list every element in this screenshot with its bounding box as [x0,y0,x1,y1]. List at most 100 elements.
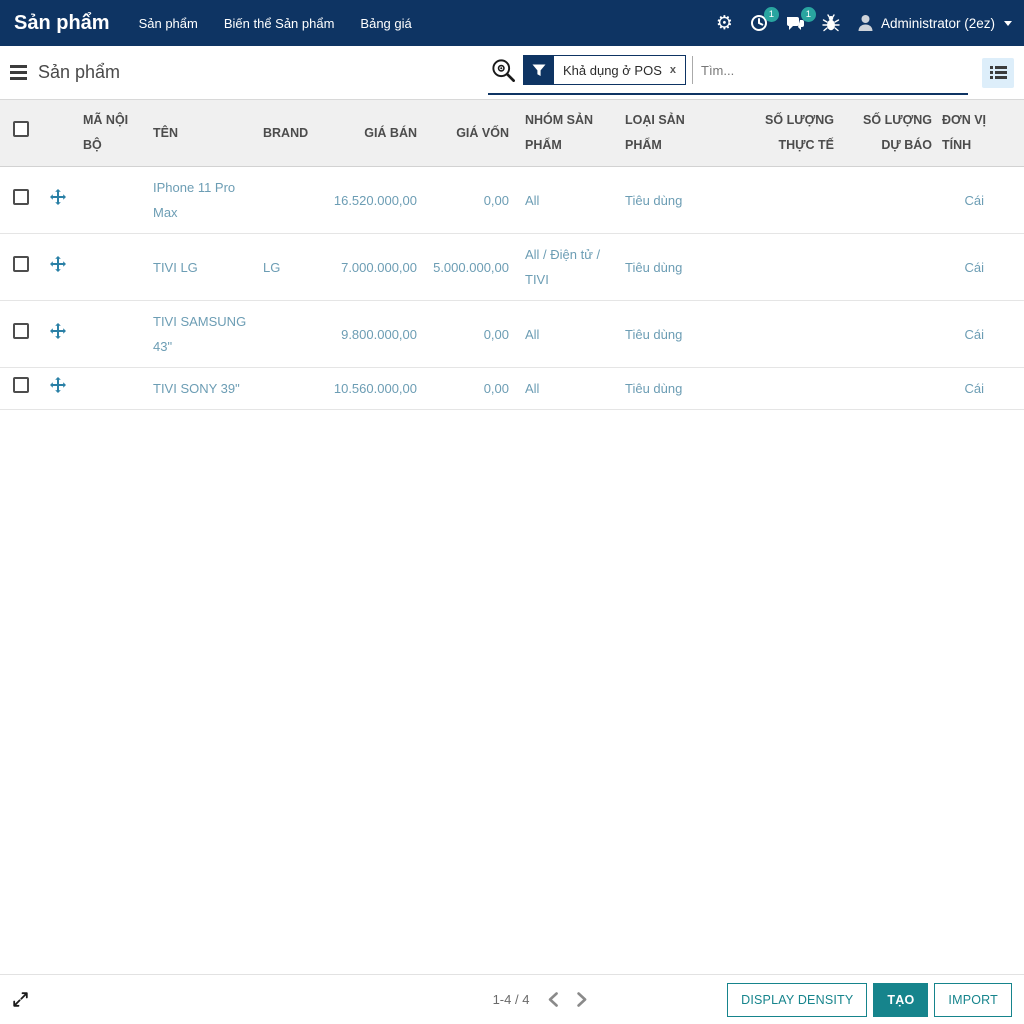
cell-type[interactable]: Tiêu dùng [617,300,732,368]
cell-category[interactable]: All [517,166,617,234]
cell-qty-on-hand[interactable] [732,233,842,301]
pager-value[interactable]: 1-4 / 4 [492,992,530,1007]
table-row[interactable]: TIVI LG LG 7.000.000,00 5.000.000,00 All… [0,233,1024,301]
cell-internal-ref[interactable] [75,166,145,234]
header-qty-forecast[interactable]: SỐ LƯỢNG DỰ BÁO [842,99,940,167]
cell-uom[interactable]: Cái [940,233,1024,301]
chevron-left-icon[interactable] [547,992,558,1007]
header-uom[interactable]: ĐƠN VỊ TÍNH [940,99,1024,167]
cell-cost[interactable]: 0,00 [425,300,517,368]
page-title: Sản phẩm [38,62,121,82]
footer-bar: 1-4 / 4 DISPLAY DENSITY TẠO IMPORT [0,974,1024,1024]
cell-qty-forecast[interactable] [842,300,940,368]
cell-qty-on-hand[interactable] [732,300,842,368]
cell-sale-price[interactable]: 16.520.000,00 [315,166,425,234]
header-internal-ref[interactable]: MÃ NỘI BỘ [75,99,145,167]
cell-cost[interactable]: 0,00 [425,166,517,234]
header-type[interactable]: LOẠI SẢN PHẨM [617,99,732,167]
cell-uom[interactable]: Cái [940,166,1024,234]
cell-brand[interactable] [255,166,315,234]
header-name[interactable]: TÊN [145,99,255,167]
cell-uom[interactable]: Cái [940,367,1024,410]
cell-type[interactable]: Tiêu dùng [617,166,732,234]
cell-qty-on-hand[interactable] [732,166,842,234]
app-menu: Sản phẩm Biến thể Sản phẩm Bảng giá [126,8,425,39]
create-button[interactable]: TẠO [873,982,929,1017]
header-cost[interactable]: GIÁ VỐN [425,99,517,167]
top-navbar: Sản phẩm Sản phẩm Biến thể Sản phẩm Bảng… [0,0,1024,46]
row-checkbox[interactable] [13,255,29,272]
cell-qty-forecast[interactable] [842,233,940,301]
menu-item-product-variants[interactable]: Biến thể Sản phẩm [223,15,335,31]
list-view-switcher[interactable] [982,57,1014,88]
facet-remove-icon[interactable]: x [669,64,676,76]
header-handle [40,99,75,167]
cell-name[interactable]: TIVI LG [145,233,255,301]
debug-bug-icon[interactable] [822,14,840,32]
cell-qty-on-hand[interactable] [732,367,842,410]
app-name[interactable]: Sản phẩm [14,11,110,34]
cell-brand[interactable]: LG [255,233,315,301]
facet-label: Khả dụng ở POS [563,62,662,78]
cell-cost[interactable]: 5.000.000,00 [425,233,517,301]
header-row: MÃ NỘI BỘ TÊN BRAND GIÁ BÁN GIÁ VỐN NHÓM… [0,99,1024,167]
settings-gear-icon[interactable]: ⚙ [715,12,733,34]
table-row[interactable]: IPhone 11 Pro Max 16.520.000,00 0,00 All… [0,166,1024,234]
drag-handle-icon[interactable] [40,367,75,410]
cell-qty-forecast[interactable] [842,166,940,234]
cell-brand[interactable] [255,300,315,368]
chat-bubbles-icon [786,17,804,30]
pager: 1-4 / 4 [493,992,588,1007]
navbar-systray: ⚙ 1 1 [715,7,1012,34]
cell-category[interactable]: All [517,367,617,410]
row-checkbox[interactable] [13,322,29,339]
import-button[interactable]: IMPORT [934,982,1012,1017]
cell-cost[interactable]: 0,00 [425,367,517,410]
cell-type[interactable]: Tiêu dùng [617,367,732,410]
cell-sale-price[interactable]: 9.800.000,00 [315,300,425,368]
cell-name[interactable]: TIVI SONY 39" [145,367,255,410]
menu-toggle-icon[interactable] [10,63,27,82]
expand-icon[interactable] [12,991,29,1008]
search-facet: Khả dụng ở POS x [523,55,686,85]
menu-item-products[interactable]: Sản phẩm [138,15,198,31]
select-all-checkbox[interactable] [13,120,29,137]
cell-sale-price[interactable]: 7.000.000,00 [315,233,425,301]
user-name: Administrator (2ez) [880,15,995,31]
messages-badge: 1 [800,7,816,22]
table-row[interactable]: TIVI SONY 39" 10.560.000,00 0,00 All Tiê… [0,367,1024,410]
header-sale-price[interactable]: GIÁ BÁN [315,99,425,167]
cell-sale-price[interactable]: 10.560.000,00 [315,367,425,410]
drag-handle-icon[interactable] [40,300,75,368]
search-bar: Khả dụng ở POS x [488,51,968,95]
chevron-right-icon[interactable] [576,992,587,1007]
cell-type[interactable]: Tiêu dùng [617,233,732,301]
cell-name[interactable]: TIVI SAMSUNG 43" [145,300,255,368]
row-checkbox[interactable] [13,188,29,205]
search-input[interactable] [692,56,966,84]
menu-item-pricelists[interactable]: Bảng giá [360,15,412,31]
activities-icon[interactable]: 1 [750,7,779,32]
drag-handle-icon[interactable] [40,233,75,301]
cell-name[interactable]: IPhone 11 Pro Max [145,166,255,234]
header-qty-on-hand[interactable]: SỐ LƯỢNG THỰC TẾ [732,99,842,167]
cell-brand[interactable] [255,367,315,410]
cell-category[interactable]: All [517,300,617,368]
display-density-button[interactable]: DISPLAY DENSITY [727,982,868,1017]
cell-qty-forecast[interactable] [842,367,940,410]
header-category[interactable]: NHÓM SẢN PHẨM [517,99,617,167]
row-checkbox[interactable] [13,377,29,393]
header-brand[interactable]: BRAND [255,99,315,167]
messages-icon[interactable]: 1 [785,7,816,32]
activities-badge: 1 [763,7,779,22]
cell-category[interactable]: All / Điện tử / TIVI [517,233,617,301]
cell-internal-ref[interactable] [75,233,145,301]
user-menu[interactable]: Administrator (2ez) [857,14,1012,32]
drag-handle-icon[interactable] [40,166,75,234]
cell-uom[interactable]: Cái [940,300,1024,368]
activity-clock-icon [750,15,767,31]
caret-down-icon [1004,20,1012,26]
table-row[interactable]: TIVI SAMSUNG 43" 9.800.000,00 0,00 All T… [0,300,1024,368]
cell-internal-ref[interactable] [75,300,145,368]
cell-internal-ref[interactable] [75,367,145,410]
